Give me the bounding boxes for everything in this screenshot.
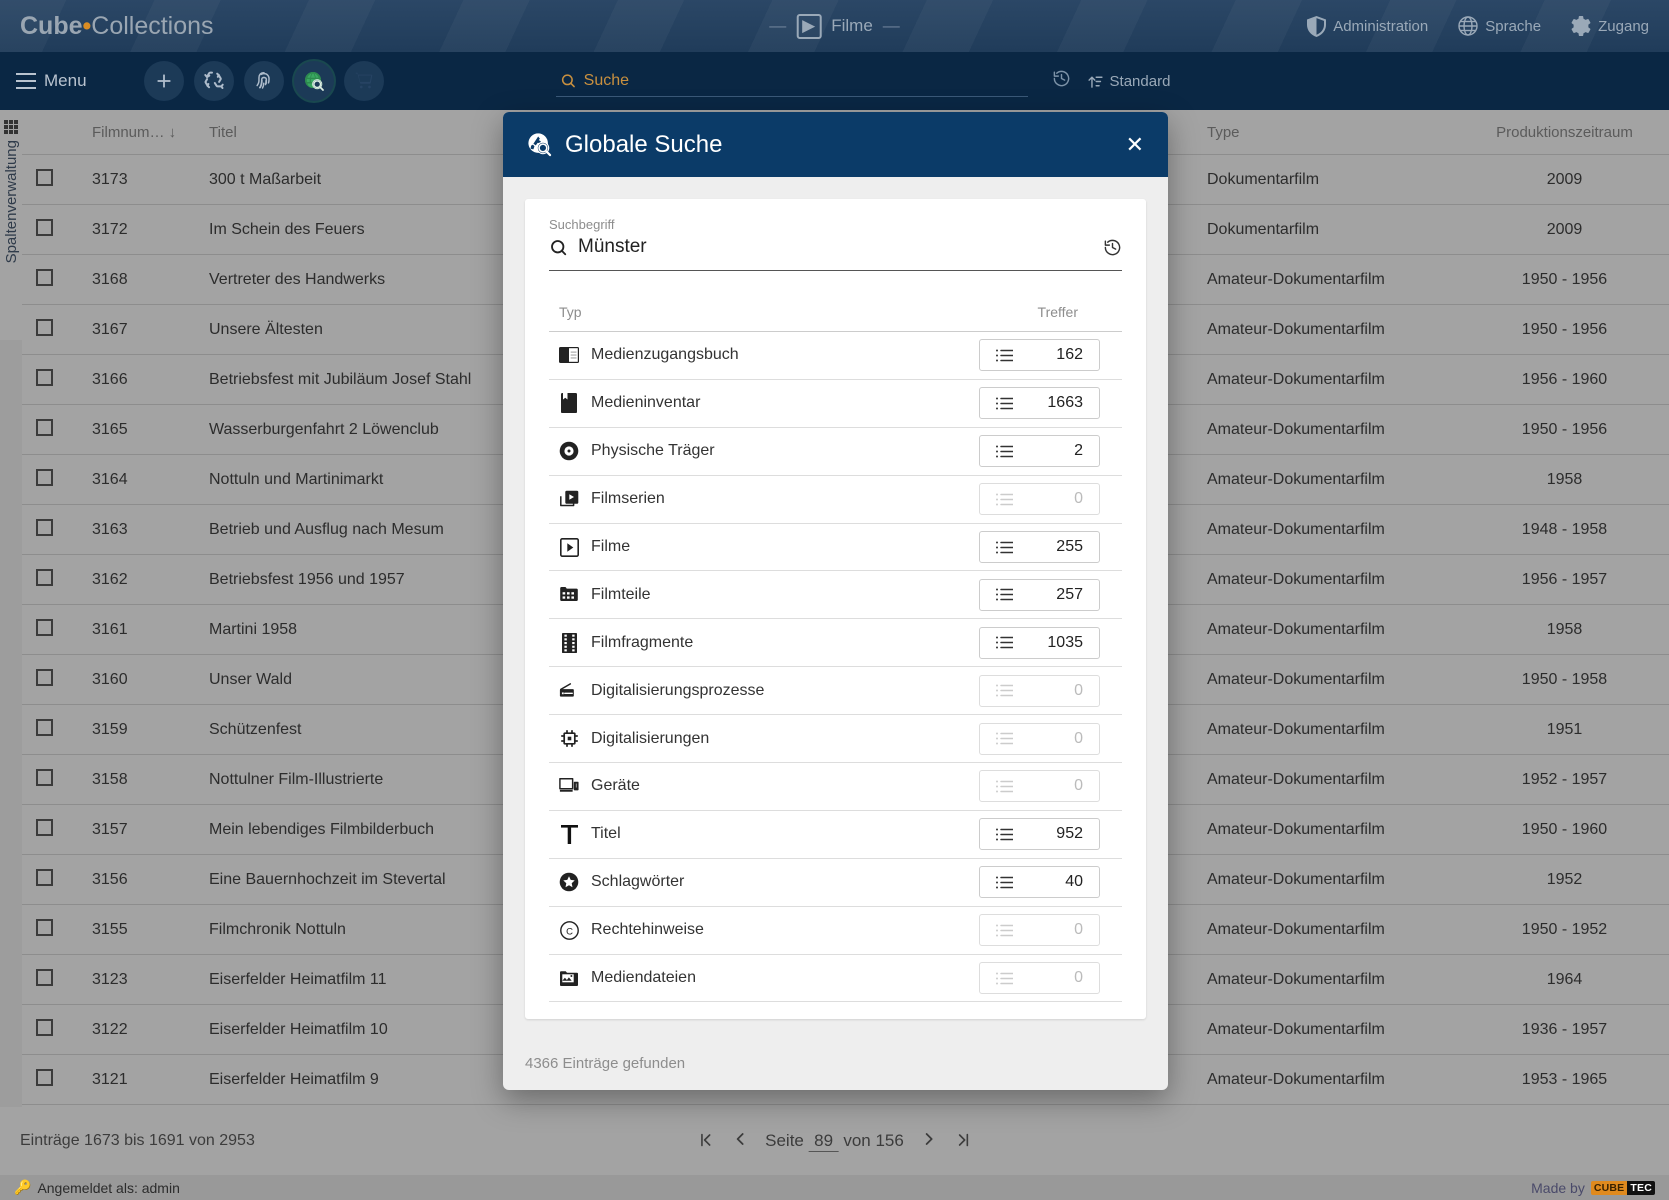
svg-text:C: C [566,926,573,937]
